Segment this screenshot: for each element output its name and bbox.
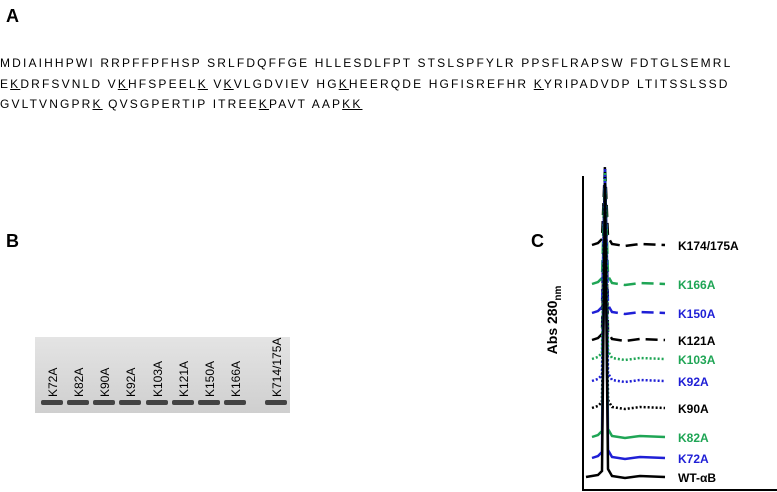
gel-band [265, 400, 287, 405]
panel-label: B [6, 231, 19, 251]
gel-band [172, 400, 194, 405]
sequence-segment: VLGDVIEV HG [233, 76, 339, 91]
chromatogram-trace [591, 170, 666, 343]
sequence-segment: V [207, 76, 224, 91]
gel-lanes: K72A K82A K90A K92A K103A K121A K150A K166A K714… [41, 338, 287, 405]
sequence-segment: PAVT AAP [268, 97, 343, 111]
trace-label: K121A [678, 334, 716, 348]
gel-band [224, 400, 246, 405]
underlined-residue: K [92, 97, 103, 111]
panel-label: A [6, 6, 19, 26]
underlined-residue: KK [342, 97, 363, 111]
chromatogram-trace [591, 166, 666, 287]
underlined-residue: K [533, 76, 544, 91]
underlined-residue: K [117, 76, 128, 91]
sequence: MDIAIHHPWI RRPFFPFHSP SRLFDQFFGE HLLESDL… [0, 53, 732, 115]
sequence-segment: YRIPADVDP LTITSSLSSD [543, 76, 730, 91]
sequence-segment: HEERQDE HGFISREFHR [348, 76, 534, 91]
chromatogram-trace [591, 164, 666, 248]
underlined-residue: K [197, 76, 208, 91]
underlined-residue: K [223, 76, 234, 91]
sequence-segment: DRFSVNLD V [20, 76, 118, 91]
gel-band [67, 400, 89, 405]
trace-label: K166A [678, 278, 716, 292]
sequence-line: MDIAIHHPWI RRPFFPFHSP SRLFDQFFGE HLLESDL… [0, 53, 732, 74]
chromatograms: K174/175A K166A K150A K121A K103A K92A K90A K82… [585, 164, 739, 485]
gel-band [93, 400, 115, 405]
sequence-line: GVLTVNGPRK QVSGPERTIP ITREEKPAVT AAPKK [0, 94, 732, 115]
lane-label: K92A [124, 368, 138, 397]
gel-band [41, 400, 63, 405]
trace-label: K103A [678, 353, 716, 367]
sequence-segment: HFSPEEL [127, 76, 198, 91]
lane-label: K714/175A [270, 338, 284, 397]
sequence-line: EKDRFSVNLD VKHFSPEELK VKVLGDVIEV HGKHEER… [0, 74, 732, 95]
y-axis-label-subscript: nm [553, 286, 564, 301]
gel-band [119, 400, 141, 405]
sequence-segment: GVLTVNGPR [0, 97, 93, 111]
trace-label: K82A [678, 431, 709, 445]
trace-label: K174/175A [678, 239, 739, 253]
chromatogram-trace [591, 168, 666, 316]
lane-label: K150A [203, 361, 217, 397]
trace-label: K72A [678, 452, 709, 466]
chromatogram-trace [591, 172, 666, 362]
gel-band [146, 400, 168, 405]
gel-band [198, 400, 220, 405]
y-axis-label: Abs 280nm [544, 286, 564, 355]
panel-label: C [531, 231, 544, 251]
underlined-residue: K [258, 97, 269, 111]
sequence-segment: QVSGPERTIP ITREE [102, 97, 259, 111]
trace-label: WT-αB [678, 471, 716, 485]
underlined-residue: K [10, 76, 21, 91]
sequence-segment: E [0, 76, 11, 91]
lane-label: K90A [98, 368, 112, 397]
chromatogram-trace [591, 174, 666, 384]
lane-label: K82A [72, 368, 86, 397]
lane-label: K103A [151, 361, 165, 397]
trace-label: K90A [678, 402, 709, 416]
lane-label: K166A [229, 361, 243, 397]
lane-label: K121A [177, 361, 191, 397]
chromatogram-trace [585, 182, 666, 480]
underlined-residue: K [338, 76, 349, 91]
y-axis-label-main: Abs 280 [544, 300, 560, 354]
trace-label: K150A [678, 307, 716, 321]
sequence-segment: MDIAIHHPWI RRPFFPFHSP SRLFDQFFGE HLLESDL… [0, 56, 733, 70]
trace-label: K92A [678, 375, 709, 389]
lane-label: K72A [46, 368, 60, 397]
